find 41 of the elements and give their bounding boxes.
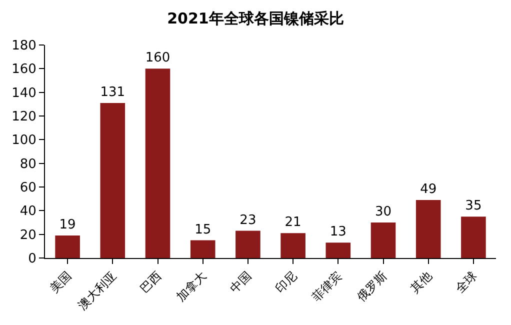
bar [326, 242, 351, 258]
data-label: 13 [330, 224, 346, 240]
y-tick-label: 180 [12, 38, 36, 54]
bar [190, 240, 216, 258]
x-tick-label: 印尼 [272, 268, 300, 296]
data-label: 35 [465, 198, 482, 214]
bar [461, 216, 486, 258]
x-tick-label: 菲律宾 [309, 268, 345, 304]
data-label: 21 [284, 215, 302, 230]
y-tick-label: 0 [28, 252, 36, 267]
bar [416, 200, 441, 258]
bar [100, 102, 126, 258]
bar [280, 233, 306, 258]
bar [236, 230, 260, 258]
x-tick-label: 其他 [408, 268, 435, 296]
x-tick-label: 中国 [227, 268, 254, 296]
y-tick-label: 80 [20, 156, 36, 172]
data-label: 160 [145, 50, 170, 66]
y-tick-label: 60 [20, 180, 36, 196]
data-label: 15 [194, 222, 212, 238]
data-label: 23 [240, 212, 256, 228]
data-label: 30 [374, 204, 392, 220]
bar [145, 68, 170, 258]
data-label: 49 [420, 182, 437, 198]
x-tick-label: 美国 [47, 268, 74, 296]
y-tick-label: 40 [20, 204, 36, 220]
x-tick-label: 俄罗斯 [354, 268, 390, 304]
data-label: 131 [100, 84, 126, 100]
data-label: 19 [59, 218, 76, 233]
y-tick-label: 140 [12, 86, 36, 101]
x-tick-label: 澳大利亚 [75, 268, 120, 313]
x-tick-label: 巴西 [137, 268, 164, 296]
y-tick-label: 160 [12, 62, 36, 78]
y-tick-label: 20 [20, 228, 36, 243]
bar [370, 222, 396, 258]
bar [55, 236, 80, 258]
chart-title: 2021年全球各国镍储采比 [167, 10, 344, 28]
x-tick-label: 加拿大 [174, 268, 210, 304]
x-tick-label: 全球 [452, 268, 480, 296]
y-tick-label: 100 [12, 133, 36, 148]
y-tick-label: 120 [12, 110, 36, 125]
